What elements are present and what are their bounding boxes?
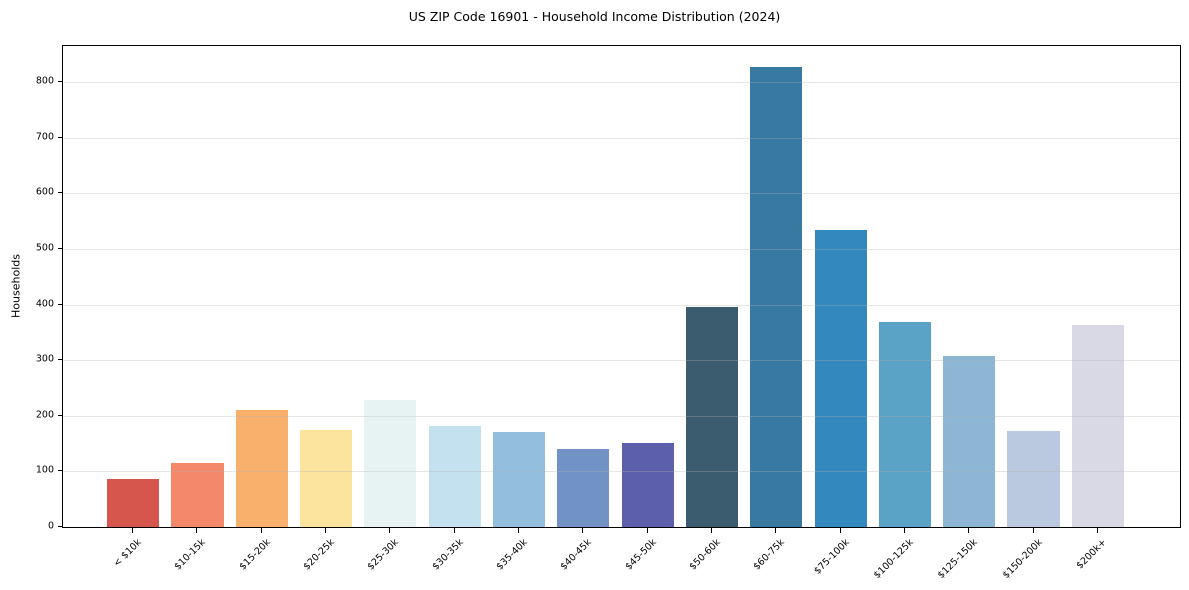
bar-slot	[808, 46, 872, 527]
bar-slot	[165, 46, 229, 527]
x-tick-mark	[968, 528, 970, 533]
x-tick-label: $125-150k	[935, 537, 980, 582]
bar-slot	[1066, 46, 1130, 527]
y-tick-mark	[58, 192, 62, 194]
bar-$100-125k	[878, 322, 931, 527]
bar-$200k+	[1071, 324, 1124, 527]
y-tick-mark	[58, 470, 62, 472]
bar-$125-150k	[943, 355, 996, 527]
y-tick-label: 300	[35, 353, 54, 365]
x-tick-label: $40-45k	[558, 537, 595, 573]
y-tick-label: 700	[35, 131, 54, 143]
y-tick-mark	[58, 136, 62, 138]
y-tick-label: 500	[35, 242, 54, 254]
x-tick-label: $100-125k	[871, 537, 916, 582]
gridline-400	[63, 304, 1180, 306]
x-tick-label: $45-50k	[622, 537, 659, 573]
x-tick-mark	[518, 528, 520, 533]
bar-$30-35k	[428, 425, 481, 527]
x-tick-mark	[646, 528, 648, 533]
bar-slot	[873, 46, 937, 527]
gridline-200	[63, 415, 1180, 417]
bar-slot	[423, 46, 487, 527]
bar-$20-25k	[300, 429, 353, 527]
x-tick-mark	[196, 528, 198, 533]
x-tick-mark	[903, 528, 905, 533]
bar-< $10k	[107, 478, 160, 527]
bar-slot	[680, 46, 744, 527]
x-tick-mark	[1032, 528, 1034, 533]
x-tick-label: < $10k	[111, 537, 144, 570]
y-tick-mark	[58, 526, 62, 527]
x-tick-label: $150-200k	[1000, 537, 1045, 582]
x-tick-mark	[582, 528, 584, 533]
x-tick-mark	[260, 528, 262, 533]
gridline-500	[63, 248, 1180, 250]
plot-area	[62, 45, 1181, 528]
x-tick-label: $75-100k	[811, 537, 852, 577]
gridline-300	[63, 360, 1180, 362]
x-tick-label: $35-40k	[494, 537, 530, 573]
bar-$25-30k	[364, 400, 417, 527]
bar-slot	[294, 46, 358, 527]
bar-$45-50k	[621, 443, 674, 527]
bar-slot	[358, 46, 422, 527]
chart-title: US ZIP Code 16901 - Household Income Dis…	[408, 9, 781, 24]
gridline-700	[63, 137, 1180, 139]
x-tick-label: $50-60k	[687, 537, 723, 573]
y-tick-mark	[58, 414, 62, 416]
y-tick-label: 800	[35, 75, 54, 87]
x-tick-mark	[775, 528, 777, 533]
y-tick-mark	[58, 247, 62, 249]
bar-$40-45k	[557, 448, 610, 527]
x-tick-mark	[710, 528, 712, 533]
x-tick-mark	[453, 528, 455, 533]
x-tick-label: $200k+	[1074, 537, 1109, 572]
y-tick-label: 0	[47, 520, 54, 532]
bar-$150-200k	[1007, 430, 1060, 527]
bar-slot	[551, 46, 615, 527]
bar-$35-40k	[492, 432, 546, 527]
gridline-600	[63, 193, 1180, 195]
gridline-100	[63, 471, 1180, 473]
y-tick-mark	[58, 359, 62, 361]
y-tick-label: 200	[35, 409, 54, 421]
x-tick-label: $15-20k	[237, 537, 273, 573]
bar-$75-100k	[814, 229, 867, 527]
bar-series	[63, 46, 1180, 527]
y-tick-label: 400	[35, 298, 54, 310]
x-tick-mark	[1096, 528, 1098, 533]
y-tick-mark	[58, 303, 62, 305]
x-tick-label: $60-75k	[751, 537, 788, 573]
x-tick-mark	[325, 528, 327, 533]
gridline-800	[63, 82, 1180, 84]
x-tick-mark	[389, 528, 391, 533]
y-tick-label: 600	[35, 186, 54, 198]
bar-slot	[616, 46, 680, 527]
x-tick-label: $25-30k	[365, 537, 402, 573]
y-tick-label: 100	[35, 464, 54, 476]
x-tick-mark	[839, 528, 841, 533]
x-tick-label: $30-35k	[430, 537, 466, 573]
bar-$60-75k	[750, 67, 803, 527]
bar-$50-60k	[685, 306, 738, 527]
x-tick-label: $20-25k	[301, 537, 337, 573]
x-tick-mark	[132, 528, 134, 533]
bar-slot	[230, 46, 294, 527]
x-tick-label: $10-15k	[172, 537, 209, 573]
bar-$10-15k	[171, 462, 224, 527]
bar-$15-20k	[235, 409, 288, 527]
y-tick-mark	[58, 81, 62, 83]
bar-slot	[744, 46, 808, 527]
bar-slot	[1001, 46, 1065, 527]
bar-slot	[487, 46, 551, 527]
bar-slot	[101, 46, 165, 527]
bar-slot	[937, 46, 1001, 527]
